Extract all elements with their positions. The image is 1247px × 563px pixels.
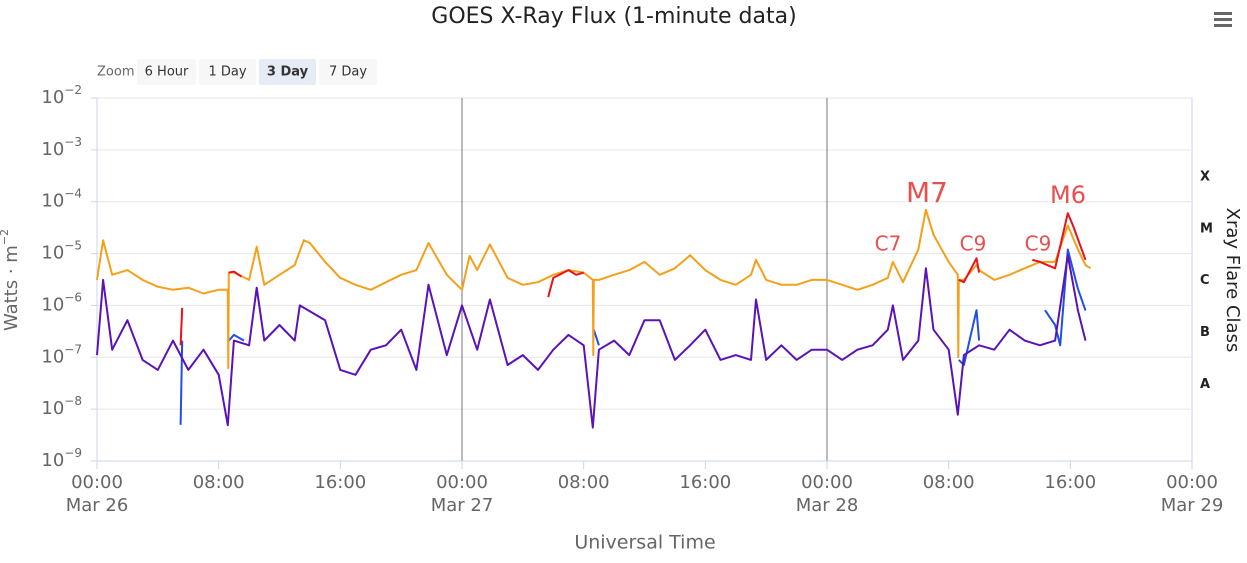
y-axis-title-base: Watts · m bbox=[1, 245, 22, 331]
y-tick-label: 10−2 bbox=[41, 83, 82, 109]
zoom-button-bg bbox=[259, 59, 316, 85]
x-tick-label: 08:00 bbox=[923, 472, 975, 493]
zoom-button[interactable]: 7 Day bbox=[319, 59, 377, 85]
zoom-button[interactable]: 6 Hour bbox=[137, 59, 196, 85]
x-tick-label: 00:00 bbox=[71, 472, 123, 493]
zoom-button-label: 1 Day bbox=[208, 65, 246, 80]
y-tick-base: 10 bbox=[41, 191, 64, 212]
flare-annotation: C9 bbox=[1025, 232, 1052, 256]
y-tick-label: 10−6 bbox=[41, 290, 82, 316]
y-tick-base: 10 bbox=[41, 243, 64, 264]
menu-bar bbox=[1214, 18, 1232, 21]
series-line bbox=[179, 212, 1087, 346]
x-tick-label: Mar 27 bbox=[431, 495, 494, 516]
zoom-button[interactable]: 3 Day bbox=[259, 59, 316, 85]
y-tick-exp: −9 bbox=[64, 446, 82, 460]
zoom-button-label: 6 Hour bbox=[145, 65, 189, 80]
x-tick-label: 00:00 bbox=[436, 472, 488, 493]
menu-button[interactable] bbox=[1210, 8, 1236, 30]
y-tick-label: 10−9 bbox=[41, 446, 82, 472]
chart-title: GOES X-Ray Flux (1-minute data) bbox=[431, 4, 796, 29]
y-tick-exp: −7 bbox=[64, 342, 82, 356]
y2-axis-title: Xray Flare Class bbox=[1222, 208, 1243, 353]
x-tick-label: 00:00 bbox=[1166, 472, 1218, 493]
zoom-button-label: 7 Day bbox=[329, 65, 367, 80]
y2-tick-label: M bbox=[1200, 221, 1213, 236]
y-tick-label: 10−4 bbox=[41, 186, 82, 212]
y-tick-base: 10 bbox=[41, 294, 64, 315]
x-tick-label: 08:00 bbox=[193, 472, 245, 493]
y-tick-exp: −4 bbox=[64, 186, 82, 200]
y2-tick-label: A bbox=[1200, 377, 1210, 392]
zoom-button-bg bbox=[137, 59, 196, 85]
y-axis-title-exp: −2 bbox=[0, 229, 11, 245]
series-line bbox=[96, 208, 1092, 370]
zoom-label: Zoom bbox=[97, 65, 134, 80]
y-tick-base: 10 bbox=[41, 87, 64, 108]
y-tick-base: 10 bbox=[41, 346, 64, 367]
plot-border bbox=[96, 97, 1193, 462]
y-tick-base: 10 bbox=[41, 398, 64, 419]
flare-annotation: M6 bbox=[1050, 181, 1086, 209]
y-tick-label: 10−3 bbox=[41, 134, 82, 160]
y2-tick-label: X bbox=[1200, 169, 1210, 184]
y-tick-label: 10−8 bbox=[41, 394, 82, 420]
x-tick-label: 00:00 bbox=[801, 472, 853, 493]
x-axis-title: Universal Time bbox=[574, 532, 715, 554]
y-tick-exp: −3 bbox=[64, 134, 82, 148]
y-tick-base: 10 bbox=[41, 450, 64, 471]
y-tick-exp: −2 bbox=[64, 83, 82, 97]
x-tick-label: Mar 29 bbox=[1161, 495, 1224, 516]
x-tick-label: Mar 28 bbox=[796, 495, 859, 516]
zoom-button-bg bbox=[199, 59, 256, 85]
y-tick-label: 10−5 bbox=[41, 238, 82, 263]
y-axis-title: Watts · m−2 bbox=[0, 229, 22, 331]
x-tick-label: Mar 26 bbox=[66, 495, 129, 516]
x-tick-label: 16:00 bbox=[1044, 472, 1096, 493]
y-tick-exp: −5 bbox=[64, 238, 82, 252]
y-tick-exp: −6 bbox=[64, 290, 82, 304]
zoom-button-label: 3 Day bbox=[267, 65, 309, 80]
flare-annotation: C9 bbox=[960, 232, 987, 256]
menu-bar bbox=[1214, 12, 1232, 15]
series-line bbox=[179, 248, 1087, 425]
y2-tick-label: C bbox=[1200, 273, 1210, 288]
zoom-button-bg bbox=[319, 59, 377, 85]
flare-annotation: M7 bbox=[906, 176, 948, 209]
menu-bar bbox=[1214, 24, 1232, 27]
y-tick-label: 10−7 bbox=[41, 342, 82, 368]
x-tick-label: 16:00 bbox=[314, 472, 366, 493]
y-tick-exp: −8 bbox=[64, 394, 82, 408]
series-line bbox=[96, 254, 1087, 429]
y-tick-base: 10 bbox=[41, 139, 64, 160]
x-tick-label: 16:00 bbox=[679, 472, 731, 493]
y2-tick-label: B bbox=[1200, 325, 1210, 340]
zoom-button[interactable]: 1 Day bbox=[199, 59, 256, 85]
flare-annotation: C7 bbox=[875, 232, 902, 256]
x-tick-label: 08:00 bbox=[558, 472, 610, 493]
